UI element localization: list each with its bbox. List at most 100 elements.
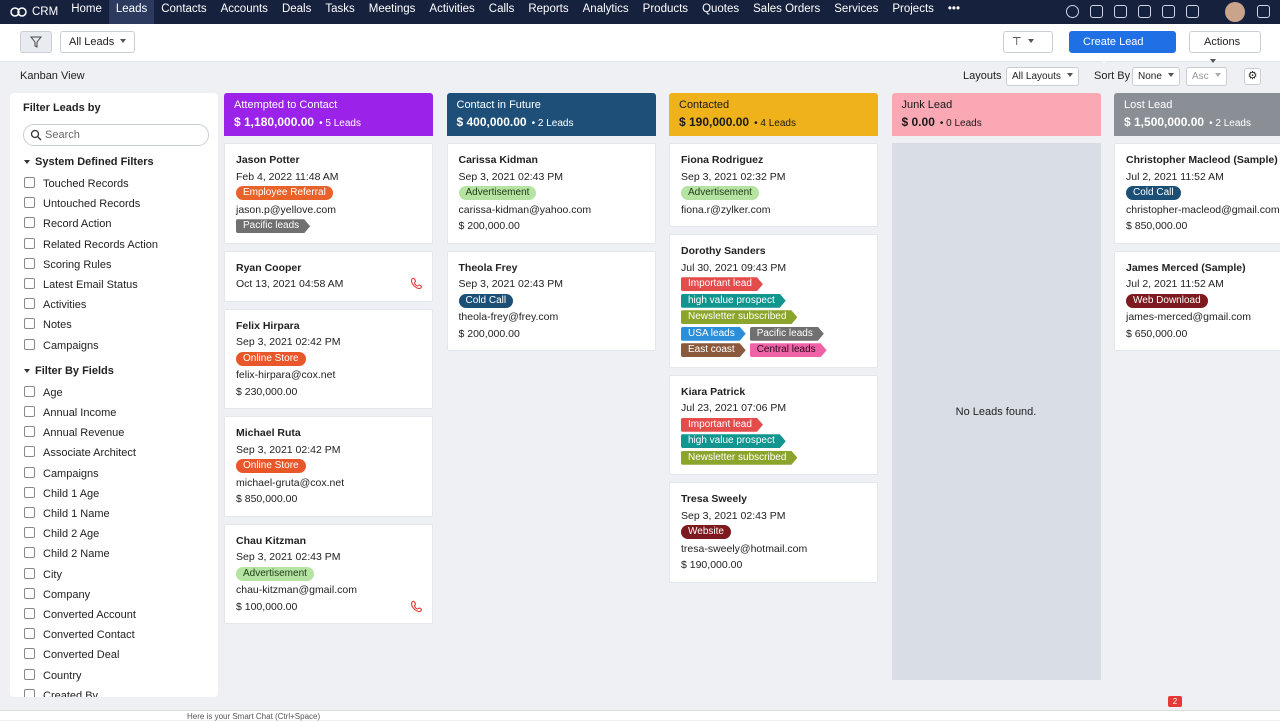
- nav-icon[interactable]: [1186, 5, 1199, 18]
- nav-icon[interactable]: [1114, 5, 1127, 18]
- filter-item[interactable]: Child 2 Age: [24, 527, 99, 540]
- lead-card[interactable]: Michael Ruta Sep 3, 2021 02:42 PM Online S…: [224, 416, 433, 517]
- filter-item[interactable]: Related Records Action: [24, 238, 158, 251]
- filter-item[interactable]: Converted Account: [24, 608, 136, 621]
- nav-item[interactable]: Sales Orders: [753, 3, 821, 15]
- tag: Advertisement: [236, 566, 314, 581]
- nav-item[interactable]: Meetings: [368, 3, 416, 15]
- filter-item[interactable]: Record Action: [24, 217, 111, 230]
- nav-item[interactable]: Tasks: [325, 3, 355, 15]
- filter-item[interactable]: Company: [24, 588, 90, 601]
- lead-name[interactable]: Dorothy Sanders: [681, 245, 766, 257]
- nav-icon[interactable]: [1138, 5, 1151, 18]
- lead-card[interactable]: Felix Hirpara Sep 3, 2021 02:42 PM Online …: [224, 308, 433, 409]
- phone-icon: [411, 600, 422, 612]
- tag: Newsletter subscribed: [681, 451, 797, 465]
- filter-item[interactable]: City: [24, 568, 62, 581]
- lead-name[interactable]: Michael Ruta: [236, 427, 301, 439]
- lead-field: Sep 3, 2021 02:42 PM: [236, 336, 341, 348]
- lead-name[interactable]: Fiona Rodriguez: [681, 154, 764, 166]
- nav-item[interactable]: Activities: [429, 3, 475, 15]
- call-icon[interactable]: [410, 277, 422, 295]
- lead-card[interactable]: Christopher Macleod (Sample) Jul 2, 2021 …: [1114, 143, 1280, 244]
- filter-item[interactable]: Scoring Rules: [24, 258, 111, 271]
- nav-item[interactable]: Products: [642, 3, 689, 15]
- smart-chat[interactable]: Here is your Smart Chat (Ctrl+Space): [187, 712, 321, 721]
- filter-item[interactable]: Annual Revenue: [24, 426, 124, 439]
- tag: high value prospect: [681, 434, 786, 448]
- filter-item[interactable]: Touched Records: [24, 177, 129, 190]
- lead-card[interactable]: Dorothy Sanders Jul 30, 2021 09:43 PM Impo…: [669, 234, 878, 368]
- lead-field: Jul 23, 2021 07:06 PM: [681, 402, 787, 414]
- avatar[interactable]: [1225, 2, 1245, 22]
- board-settings[interactable]: ⚙: [1244, 68, 1261, 85]
- filter-item[interactable]: Child 1 Name: [24, 507, 110, 520]
- filter-item[interactable]: Annual Income: [24, 406, 116, 419]
- lead-name[interactable]: Christopher Macleod (Sample): [1126, 154, 1278, 166]
- nav-item[interactable]: Leads: [108, 0, 155, 24]
- filter-item[interactable]: Converted Deal: [24, 648, 119, 661]
- nav-item[interactable]: Calls: [488, 3, 515, 15]
- filter-item[interactable]: Untouched Records: [24, 197, 140, 210]
- nav-icon[interactable]: [1090, 5, 1103, 18]
- lead-name[interactable]: Ryan Cooper: [236, 261, 302, 274]
- nav-item[interactable]: Quotes: [702, 3, 740, 15]
- layout-select[interactable]: All Layouts: [1006, 67, 1079, 86]
- kanban-settings[interactable]: ⊤: [1003, 31, 1053, 53]
- lead-card[interactable]: Tresa Sweely Sep 3, 2021 02:43 PM Website t…: [669, 482, 878, 583]
- filter-item[interactable]: Country: [24, 669, 82, 682]
- filter-group-title[interactable]: Filter By Fields: [24, 365, 114, 377]
- filter-group-title[interactable]: System Defined Filters: [24, 156, 154, 168]
- filter-icon: [29, 36, 43, 48]
- lead-name[interactable]: Theola Frey: [458, 261, 518, 274]
- filter-item[interactable]: Created By: [24, 689, 98, 697]
- nav-item[interactable]: Contacts: [161, 3, 207, 15]
- lead-name[interactable]: Carissa Kidman: [458, 154, 538, 166]
- filter-item[interactable]: Notes: [24, 318, 72, 331]
- nav-item[interactable]: Analytics: [582, 3, 629, 15]
- lead-name[interactable]: James Merced (Sample): [1126, 261, 1246, 274]
- create-lead[interactable]: Create Lead: [1069, 31, 1176, 63]
- column-title: Contact in Future: [456, 99, 541, 111]
- order-select[interactable]: Asc: [1186, 67, 1227, 86]
- lead-card[interactable]: Kiara Patrick Jul 23, 2021 07:06 PM Import…: [669, 374, 878, 475]
- search-box[interactable]: Search: [23, 124, 209, 146]
- call-icon[interactable]: [410, 600, 422, 618]
- lead-card[interactable]: Carissa Kidman Sep 3, 2021 02:43 PM Advert…: [446, 143, 656, 244]
- filter-item[interactable]: Latest Email Status: [24, 278, 138, 291]
- lead-name[interactable]: Felix Hirpara: [236, 319, 300, 332]
- nav-icon[interactable]: [1066, 5, 1079, 18]
- app-grid[interactable]: [1257, 5, 1270, 18]
- lead-name[interactable]: Tresa Sweely: [681, 493, 747, 505]
- nav-item[interactable]: Projects: [892, 3, 934, 15]
- filter-item[interactable]: Activities: [24, 298, 86, 311]
- lead-card[interactable]: Jason Potter Feb 4, 2022 11:48 AM Employee…: [224, 143, 433, 244]
- nav-item[interactable]: Reports: [528, 3, 569, 15]
- nav-item[interactable]: Home: [71, 3, 102, 15]
- filter-item[interactable]: Age: [24, 386, 63, 399]
- nav-item[interactable]: Services: [834, 3, 879, 15]
- nav-more[interactable]: •••: [947, 3, 960, 15]
- filter-item[interactable]: Converted Contact: [24, 628, 135, 641]
- lead-name[interactable]: Kiara Patrick: [681, 385, 746, 398]
- filter-item[interactable]: Campaigns: [24, 467, 99, 480]
- sort-select[interactable]: None: [1132, 67, 1180, 86]
- filter-item[interactable]: Child 2 Name: [24, 547, 110, 560]
- lead-card[interactable]: James Merced (Sample) Jul 2, 2021 11:52 A…: [1114, 250, 1280, 351]
- lead-name[interactable]: Jason Potter: [236, 154, 300, 166]
- lead-name[interactable]: Chau Kitzman: [236, 534, 307, 547]
- lead-card[interactable]: Fiona Rodriguez Sep 3, 2021 02:32 PM Adver…: [669, 143, 878, 227]
- filter-item[interactable]: Child 1 Age: [24, 487, 99, 500]
- filter-item[interactable]: Campaigns: [24, 339, 99, 352]
- lead-card[interactable]: Ryan Cooper Oct 13, 2021 04:58 AM: [224, 250, 433, 302]
- actions[interactable]: Actions: [1189, 31, 1261, 63]
- nav-item[interactable]: Accounts: [220, 3, 268, 15]
- lead-card[interactable]: Theola Frey Sep 3, 2021 02:43 PM Cold Call…: [446, 250, 656, 351]
- filter-toggle[interactable]: [20, 31, 52, 53]
- filter-item[interactable]: Associate Architect: [24, 446, 136, 459]
- view-select[interactable]: All Leads: [60, 31, 136, 53]
- nav-item[interactable]: Deals: [281, 3, 312, 15]
- nav-icon[interactable]: [1162, 5, 1175, 18]
- lead-card[interactable]: Chau Kitzman Sep 3, 2021 02:43 PM Advertis…: [224, 523, 433, 624]
- column-header: Contact in Future $ 400,000.002 Leads: [446, 93, 656, 136]
